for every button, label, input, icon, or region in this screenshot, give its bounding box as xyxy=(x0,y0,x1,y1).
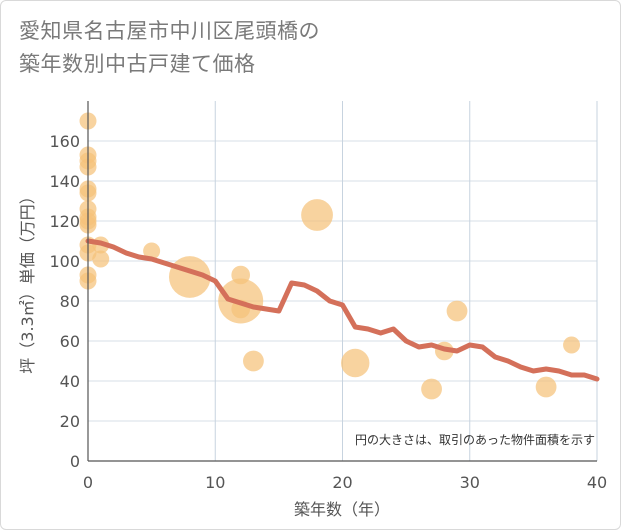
y-tick-label: 100 xyxy=(49,252,80,271)
y-tick-label: 80 xyxy=(60,292,80,311)
bubble-point xyxy=(535,376,557,398)
average-line-series xyxy=(85,238,600,382)
y-tick-label: 140 xyxy=(49,172,80,191)
y-axis-ticks: 0 20 40 60 80 100 120 140 160 xyxy=(49,132,80,471)
chart-title-line-2: 築年数別中古戸建て価格 xyxy=(19,52,256,76)
x-tick-label: 0 xyxy=(83,473,93,492)
chart-title-line-1: 愛知県名古屋市中川区尾頭橋の xyxy=(19,19,320,43)
bubble-size-note: 円の大きさは、取引のあった物件面積を示す xyxy=(355,432,595,447)
chart-title: 愛知県名古屋市中川区尾頭橋の 築年数別中古戸建て価格 xyxy=(19,15,579,81)
bubble-point xyxy=(243,350,264,372)
bubble-point xyxy=(301,199,333,231)
x-axis-label: 築年数（年） xyxy=(294,500,390,519)
average-line xyxy=(85,238,600,382)
y-axis-label: 坪（3.3㎡）単価（万円） xyxy=(18,188,37,373)
bubble-point xyxy=(563,336,581,354)
x-tick-label: 30 xyxy=(460,473,480,492)
y-tick-label: 0 xyxy=(70,452,80,471)
y-tick-label: 20 xyxy=(60,412,80,431)
bubble-point xyxy=(341,348,370,378)
x-tick-label: 20 xyxy=(332,473,352,492)
bubble-point xyxy=(92,250,110,268)
y-tick-label: 120 xyxy=(49,212,80,231)
bubble-point xyxy=(421,378,442,400)
x-tick-label: 10 xyxy=(205,473,225,492)
bubble-point xyxy=(446,300,468,322)
x-axis-ticks: 0 10 20 30 40 xyxy=(83,473,607,492)
y-tick-label: 40 xyxy=(60,372,80,391)
y-tick-label: 60 xyxy=(60,332,80,351)
x-tick-label: 40 xyxy=(587,473,607,492)
axes xyxy=(87,101,597,462)
y-tick-label: 160 xyxy=(49,132,80,151)
bubble-point xyxy=(143,242,161,260)
